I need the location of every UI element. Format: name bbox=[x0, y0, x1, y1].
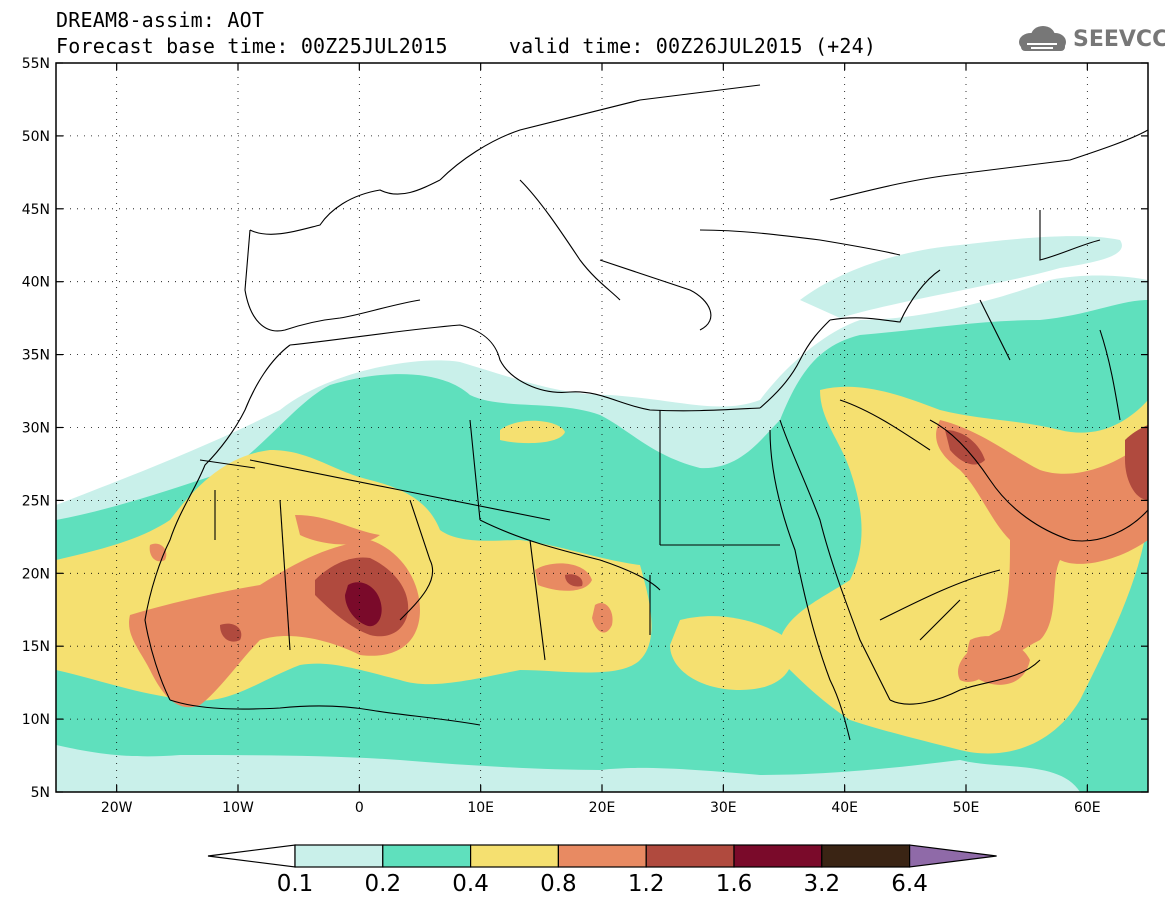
lat-tick-label: 55N bbox=[22, 56, 50, 72]
colorbar-segment bbox=[821, 844, 911, 868]
lat-tick-label: 45N bbox=[22, 202, 50, 218]
longitude-axis: 20W 10W 0 10E 20E 30E 40E 50E 60E bbox=[101, 63, 1101, 816]
lat-tick-label: 35N bbox=[22, 348, 50, 364]
lon-tick-label: 10E bbox=[467, 800, 494, 816]
aot-contour-1.6 bbox=[345, 582, 382, 627]
colorbar-segment bbox=[294, 844, 384, 868]
lon-tick-label: 0 bbox=[355, 800, 364, 816]
lon-tick-label: 50E bbox=[953, 800, 980, 816]
cloud-icon bbox=[1019, 26, 1066, 51]
colorbar-max-arrow bbox=[908, 844, 997, 868]
lat-tick-label: 40N bbox=[22, 275, 50, 291]
lon-tick-label: 20W bbox=[101, 800, 133, 816]
colorbar-segment bbox=[557, 844, 647, 868]
latitude-axis: 55N 50N 45N 40N 35N 30N 25N 20N 15N 10N 5N bbox=[22, 56, 1148, 801]
colorbar: 0.1 0.2 0.4 0.8 1.2 1.6 3.2 6.4 bbox=[207, 844, 997, 897]
colorbar-label: 3.2 bbox=[804, 871, 841, 897]
colorbar-label: 0.2 bbox=[365, 871, 402, 897]
seevccc-logo: SEEVCCC bbox=[1015, 24, 1165, 54]
colorbar-min-arrow bbox=[207, 844, 296, 868]
lon-tick-label: 20E bbox=[589, 800, 616, 816]
lat-tick-label: 5N bbox=[31, 785, 50, 801]
colorbar-label: 1.2 bbox=[628, 871, 665, 897]
logo-text: SEEVCCC bbox=[1073, 26, 1165, 52]
lat-tick-label: 20N bbox=[22, 566, 50, 582]
lon-tick-label: 40E bbox=[831, 800, 858, 816]
lat-tick-label: 50N bbox=[22, 129, 50, 145]
lat-tick-label: 30N bbox=[22, 421, 50, 437]
colorbar-label: 0.8 bbox=[540, 871, 577, 897]
map-title: DREAM8-assim: AOT bbox=[56, 8, 265, 32]
lon-tick-label: 30E bbox=[710, 800, 737, 816]
colorbar-segment bbox=[733, 844, 823, 868]
lat-tick-label: 10N bbox=[22, 712, 50, 728]
colorbar-segment bbox=[470, 844, 560, 868]
colorbar-label: 0.1 bbox=[277, 871, 314, 897]
forecast-time-line: Forecast base time: 00Z25JUL2015 valid t… bbox=[56, 34, 877, 58]
colorbar-label: 1.6 bbox=[716, 871, 753, 897]
lon-tick-label: 60E bbox=[1074, 800, 1101, 816]
colorbar-segment bbox=[382, 844, 472, 868]
lon-tick-label: 10W bbox=[222, 800, 254, 816]
coastlines bbox=[144, 84, 1148, 741]
lat-tick-label: 15N bbox=[22, 639, 50, 655]
colorbar-segment bbox=[645, 844, 735, 868]
lat-tick-label: 25N bbox=[22, 493, 50, 509]
graticule bbox=[56, 62, 1148, 793]
colorbar-label: 0.4 bbox=[452, 871, 489, 897]
colorbar-label: 6.4 bbox=[891, 871, 928, 897]
